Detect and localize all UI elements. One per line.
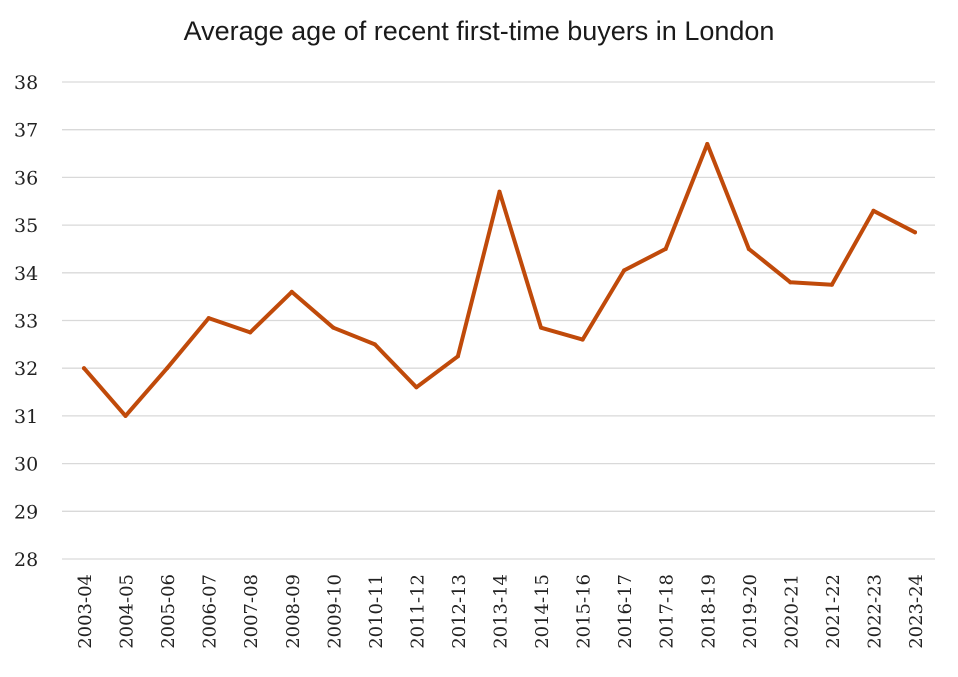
- x-tick-label: 2022-23: [864, 574, 885, 649]
- x-tick-label: 2009-10: [324, 574, 345, 649]
- y-tick-label: 35: [14, 215, 38, 237]
- y-tick-label: 34: [14, 263, 38, 285]
- x-tick-label: 2010-11: [366, 574, 387, 649]
- x-tick-label: 2020-21: [781, 574, 802, 649]
- data-point: [871, 208, 876, 213]
- y-tick-label: 28: [14, 549, 38, 571]
- data-point: [248, 330, 253, 335]
- x-tick-label: 2023-24: [906, 574, 927, 649]
- data-point: [829, 282, 834, 287]
- y-axis-ticks: 28 29 30 31 32 33 34 35 36 37 38: [14, 72, 38, 571]
- x-axis-ticks: 2003-04 2004-05 2005-06 2006-07 2007-08 2008-…: [75, 574, 927, 649]
- data-point: [123, 413, 128, 418]
- x-tick-label: 2003-04: [75, 574, 96, 649]
- x-tick-label: 2006-07: [200, 574, 221, 649]
- data-point: [82, 366, 86, 371]
- x-tick-label: 2021-22: [823, 574, 844, 649]
- x-tick-label: 2008-09: [283, 574, 304, 649]
- data-point: [331, 325, 336, 330]
- data-point: [165, 366, 170, 371]
- data-point: [372, 342, 377, 347]
- y-tick-label: 32: [14, 358, 38, 380]
- data-point: [539, 325, 544, 330]
- data-point: [455, 354, 460, 359]
- y-tick-label: 38: [14, 72, 38, 94]
- data-point: [289, 289, 294, 294]
- y-tick-label: 30: [14, 454, 38, 476]
- x-tick-label: 2016-17: [615, 574, 636, 649]
- x-tick-label: 2019-20: [740, 574, 761, 649]
- data-point: [414, 385, 419, 390]
- data-point: [497, 189, 502, 194]
- chart-title: Average age of recent first-time buyers …: [183, 16, 775, 46]
- data-point: [705, 142, 710, 147]
- data-point: [206, 316, 211, 321]
- data-point: [622, 268, 627, 273]
- x-tick-label: 2018-19: [698, 574, 719, 649]
- y-tick-label: 33: [14, 311, 38, 333]
- data-point: [788, 280, 793, 285]
- data-point: [746, 246, 751, 251]
- y-tick-label: 36: [14, 167, 38, 189]
- x-tick-label: 2014-15: [532, 574, 553, 649]
- series-line: [82, 142, 917, 418]
- x-tick-label: 2011-12: [407, 574, 428, 649]
- data-point: [580, 337, 585, 342]
- y-tick-label: 31: [14, 406, 38, 428]
- x-tick-label: 2007-08: [241, 574, 262, 649]
- series-lines: [82, 142, 917, 418]
- x-tick-label: 2017-18: [657, 574, 678, 649]
- x-tick-label: 2005-06: [158, 574, 179, 649]
- x-tick-label: 2015-16: [574, 574, 595, 649]
- x-tick-label: 2013-14: [491, 574, 512, 649]
- y-tick-label: 29: [14, 501, 38, 523]
- x-tick-label: 2012-13: [449, 574, 470, 649]
- data-point: [913, 230, 917, 235]
- x-tick-label: 2004-05: [117, 574, 138, 649]
- gridlines: [62, 81, 935, 560]
- data-point: [663, 246, 668, 251]
- y-tick-label: 37: [14, 120, 38, 142]
